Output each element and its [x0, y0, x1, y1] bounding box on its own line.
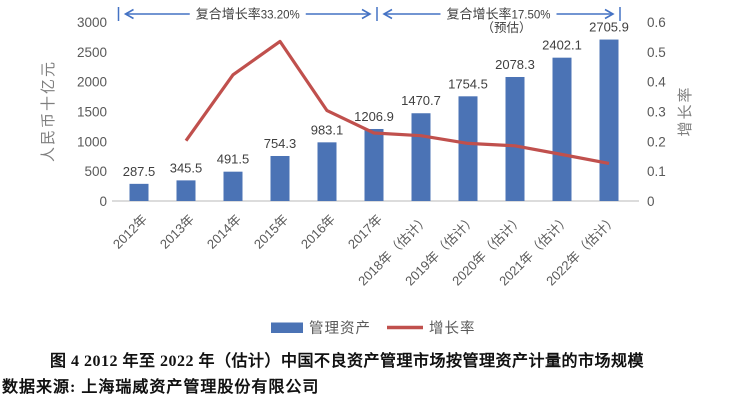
- left-axis-tick: 2500: [77, 45, 107, 60]
- left-arrowhead-icon: [123, 8, 134, 20]
- right-axis-title: 增长率: [677, 85, 694, 136]
- bar-2012: [129, 183, 149, 201]
- bar-value-label: 2402.1: [542, 38, 582, 53]
- bar-2017: [364, 128, 384, 201]
- bar-value-label: 2705.9: [589, 20, 629, 35]
- right-arrowhead-icon: [361, 8, 372, 20]
- bar-value-label: 1470.7: [401, 93, 441, 108]
- growth-rate-line: [184, 39, 610, 165]
- x-axis-label: 2015年: [251, 212, 291, 252]
- figure-title: 图 4 2012 年至 2022 年（估计）中国不良资产管理市场按管理资产计量的…: [50, 353, 645, 370]
- x-axis-label: 2016年: [298, 212, 338, 252]
- left-axis-tick: 3000: [77, 15, 107, 30]
- bar-2016: [317, 142, 337, 201]
- bar-2021: [552, 57, 572, 202]
- bar-value-label: 1754.5: [448, 76, 488, 91]
- right-axis-tick: 0.1: [647, 164, 666, 179]
- cagr-annotation-subtext: （预估）: [481, 21, 531, 35]
- right-axis-tick: 0.4: [647, 75, 666, 90]
- bar-value-label: 754.3: [264, 136, 297, 151]
- bar-2022: [599, 39, 619, 201]
- right-axis-tick: 0.6: [647, 15, 666, 30]
- bar-2013: [176, 180, 196, 201]
- left-axis-title: 人民币十亿元: [40, 60, 57, 162]
- left-axis-tick: 1000: [77, 134, 107, 149]
- bar-2018: [411, 113, 431, 201]
- data-source: 数据来源: 上海瑞威资产管理股份有限公司: [2, 379, 320, 396]
- left-axis-tick: 0: [99, 194, 107, 209]
- bar-2015: [270, 155, 290, 201]
- left-axis-tick: 1500: [77, 105, 107, 120]
- bar-value-label: 1206.9: [354, 109, 394, 124]
- right-arrowhead-icon: [604, 8, 615, 20]
- x-axis-label: 2014年: [204, 212, 244, 252]
- bar-2019: [458, 96, 478, 201]
- left-arrowhead-icon: [382, 8, 393, 20]
- legend-bar-swatch: [271, 322, 303, 333]
- combo-chart: 0 500 1000 1500 2000 2500 3000 0 0.1 0.2 0.3 0.4 0.5…: [40, 7, 694, 338]
- bar-value-label: 491.5: [217, 152, 250, 167]
- cagr-annotation-text: 复合增长率17.50%: [446, 7, 550, 22]
- x-axis-label: 2012年: [110, 212, 150, 252]
- right-axis-tick: 0.2: [647, 134, 666, 149]
- right-axis-tick: 0.3: [647, 105, 666, 120]
- bar-value-label: 2078.3: [495, 57, 535, 72]
- bar-value-label: 345.5: [170, 160, 203, 175]
- right-axis-tick: 0: [647, 194, 655, 209]
- cagr-annotation-text: 复合增长率33.20%: [196, 7, 300, 22]
- right-axis-tick: 0.5: [647, 45, 666, 60]
- legend-line-label: 增长率: [429, 320, 476, 337]
- bar-value-label: 983.1: [311, 122, 344, 137]
- bar-2020: [505, 76, 525, 201]
- left-axis-tick: 2000: [77, 75, 107, 90]
- chart-canvas: 0 500 1000 1500 2000 2500 3000 0 0.1 0.2 0.3 0.4 0.5…: [40, 7, 694, 338]
- bar-value-label: 287.5: [123, 164, 156, 179]
- left-axis-tick: 500: [84, 164, 107, 179]
- x-axis-label: 2017年: [345, 212, 385, 252]
- x-axis-label: 2013年: [157, 212, 197, 252]
- bar-2014: [223, 171, 243, 201]
- figure-caption: 图 4 2012 年至 2022 年（估计）中国不良资产管理市场按管理资产计量的…: [0, 349, 735, 401]
- legend-bar-label: 管理资产: [309, 320, 371, 337]
